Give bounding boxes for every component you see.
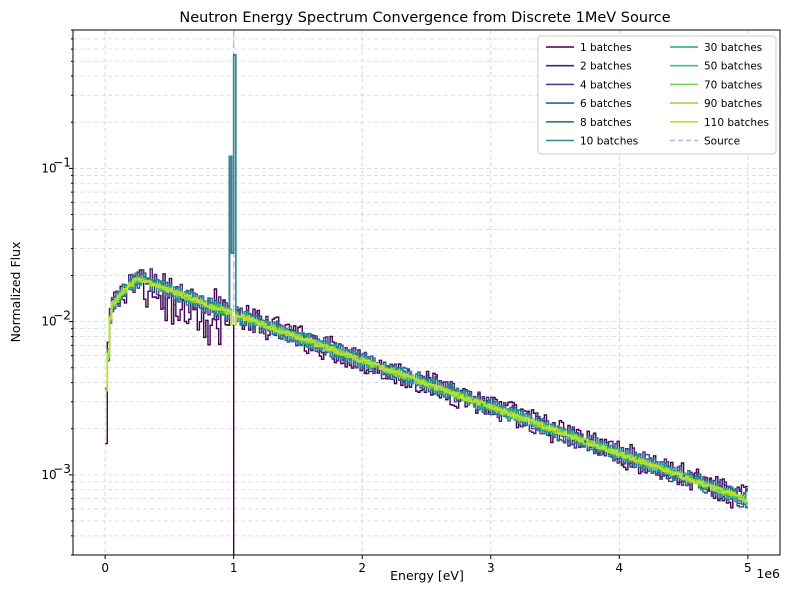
legend-label: 1 batches — [580, 42, 632, 54]
x-tick-label: 5 — [744, 561, 752, 575]
legend-label: 110 batches — [704, 117, 769, 129]
x-tick-label: 2 — [358, 561, 366, 575]
series-layer — [105, 54, 748, 555]
y-axis-label: Normalized Flux — [8, 242, 23, 343]
y-tick-label: 10 — [41, 161, 56, 175]
y-tick-label: 10 — [41, 468, 56, 482]
x-axis-label: Energy [eV] — [390, 568, 464, 583]
x-tick-label: 1 — [230, 561, 238, 575]
legend-label: 90 batches — [704, 98, 762, 110]
legend: 1 batches 2 batches 4 batches 6 batches 8 ba… — [537, 35, 777, 155]
legend-label: 70 batches — [704, 79, 762, 91]
x-tick-label: 0 — [101, 561, 109, 575]
legend-label: 30 batches — [704, 42, 762, 54]
y-tick-exponent: −1 — [53, 155, 71, 169]
legend-box — [537, 35, 777, 155]
chart-title: Neutron Energy Spectrum Convergence from… — [179, 10, 670, 26]
x-tick-label: 4 — [615, 561, 623, 575]
tick-layer: 0 1 2 3 4 510−310−210−1 — [41, 29, 752, 575]
legend-label: 50 batches — [704, 61, 762, 73]
legend-label: 10 batches — [580, 136, 638, 148]
legend-label: 6 batches — [580, 98, 632, 110]
y-tick-label: 10 — [41, 315, 56, 329]
legend-label: Source — [704, 136, 740, 148]
legend-label: 4 batches — [580, 79, 632, 91]
series-line-110-batches — [105, 277, 748, 503]
legend-label: 2 batches — [580, 61, 632, 73]
x-tick-label: 3 — [487, 561, 495, 575]
plot-frame — [72, 29, 781, 556]
y-tick-exponent: −3 — [53, 462, 71, 476]
legend-label: 8 batches — [580, 117, 632, 129]
y-tick-exponent: −2 — [53, 309, 71, 323]
x-offset-label: 1e6 — [756, 566, 780, 581]
